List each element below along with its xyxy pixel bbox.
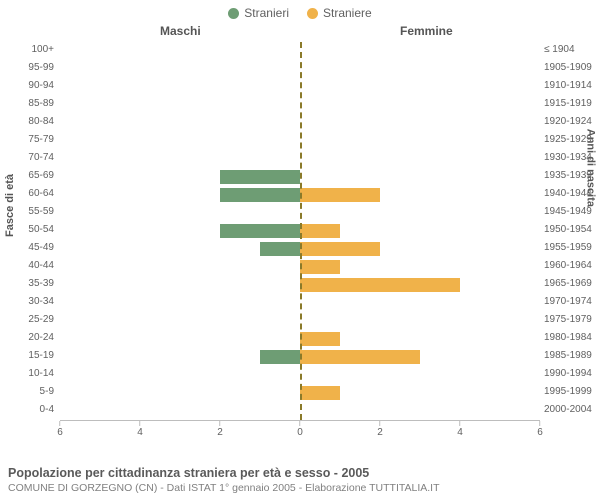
age-label: 30-34	[6, 296, 54, 307]
male-half	[260, 242, 300, 256]
caption-title: Popolazione per cittadinanza straniera p…	[8, 466, 592, 480]
birth-label: 1930-1934	[544, 152, 596, 163]
center-divider	[300, 42, 302, 420]
legend-label-male: Stranieri	[244, 6, 289, 20]
age-label: 35-39	[6, 278, 54, 289]
birth-label: 1985-1989	[544, 350, 596, 361]
x-tick: 6	[537, 421, 543, 438]
female-half	[300, 350, 420, 364]
female-half	[300, 242, 380, 256]
age-label: 75-79	[6, 134, 54, 145]
birth-label: 1910-1914	[544, 80, 596, 91]
bar-female	[300, 332, 340, 346]
x-tick: 0	[297, 421, 303, 438]
x-axis: 6 4 2 0 2 4 6	[60, 420, 540, 440]
legend-item-male: Stranieri	[228, 6, 289, 20]
bar-male	[220, 170, 300, 184]
age-label: 25-29	[6, 314, 54, 325]
age-label: 40-44	[6, 260, 54, 271]
bar-female	[300, 242, 380, 256]
age-label: 100+	[6, 44, 54, 55]
female-half	[300, 188, 380, 202]
bar-male	[220, 188, 300, 202]
age-label: 90-94	[6, 80, 54, 91]
age-label: 80-84	[6, 116, 54, 127]
birth-label: 1920-1924	[544, 116, 596, 127]
male-half	[220, 170, 300, 184]
male-half	[220, 224, 300, 238]
birth-label: 1950-1954	[544, 224, 596, 235]
birth-label: 1945-1949	[544, 206, 596, 217]
birth-label: 1905-1909	[544, 62, 596, 73]
female-half	[300, 278, 460, 292]
x-tick: 2	[377, 421, 383, 438]
bar-male	[260, 242, 300, 256]
age-label: 15-19	[6, 350, 54, 361]
legend-item-female: Straniere	[307, 6, 372, 20]
age-label: 65-69	[6, 170, 54, 181]
female-half	[300, 386, 340, 400]
male-half	[260, 350, 300, 364]
age-label: 10-14	[6, 368, 54, 379]
bar-female	[300, 278, 460, 292]
swatch-male	[228, 8, 239, 19]
birth-label: 1980-1984	[544, 332, 596, 343]
caption: Popolazione per cittadinanza straniera p…	[8, 466, 592, 494]
age-label: 5-9	[6, 386, 54, 397]
x-tick: 4	[457, 421, 463, 438]
birth-label: 1995-1999	[544, 386, 596, 397]
legend: Stranieri Straniere	[0, 0, 600, 22]
caption-subtitle: COMUNE DI GORZEGNO (CN) - Dati ISTAT 1° …	[8, 482, 592, 494]
age-label: 60-64	[6, 188, 54, 199]
col-header-female: Femmine	[400, 24, 453, 38]
female-half	[300, 332, 340, 346]
age-label: 95-99	[6, 62, 54, 73]
birth-label: 2000-2004	[544, 404, 596, 415]
bar-female	[300, 386, 340, 400]
age-label: 45-49	[6, 242, 54, 253]
birth-label: 1965-1969	[544, 278, 596, 289]
bar-female	[300, 260, 340, 274]
birth-label: ≤ 1904	[544, 44, 596, 55]
age-label: 70-74	[6, 152, 54, 163]
col-header-male: Maschi	[160, 24, 201, 38]
swatch-female	[307, 8, 318, 19]
birth-label: 1915-1919	[544, 98, 596, 109]
birth-label: 1955-1959	[544, 242, 596, 253]
birth-label: 1940-1944	[544, 188, 596, 199]
birth-label: 1975-1979	[544, 314, 596, 325]
bar-female	[300, 350, 420, 364]
bar-female	[300, 188, 380, 202]
bar-male	[260, 350, 300, 364]
male-half	[220, 188, 300, 202]
x-tick: 2	[217, 421, 223, 438]
age-label: 0-4	[6, 404, 54, 415]
birth-label: 1925-1929	[544, 134, 596, 145]
birth-label: 1935-1939	[544, 170, 596, 181]
age-label: 50-54	[6, 224, 54, 235]
age-label: 55-59	[6, 206, 54, 217]
age-label: 85-89	[6, 98, 54, 109]
bar-female	[300, 224, 340, 238]
birth-label: 1960-1964	[544, 260, 596, 271]
birth-label: 1970-1974	[544, 296, 596, 307]
x-tick: 6	[57, 421, 63, 438]
x-tick: 4	[137, 421, 143, 438]
age-label: 20-24	[6, 332, 54, 343]
female-half	[300, 224, 340, 238]
birth-label: 1990-1994	[544, 368, 596, 379]
bar-male	[220, 224, 300, 238]
chart-area: Maschi Femmine Fasce di età Anni di nasc…	[0, 22, 600, 452]
female-half	[300, 260, 340, 274]
legend-label-female: Straniere	[323, 6, 372, 20]
